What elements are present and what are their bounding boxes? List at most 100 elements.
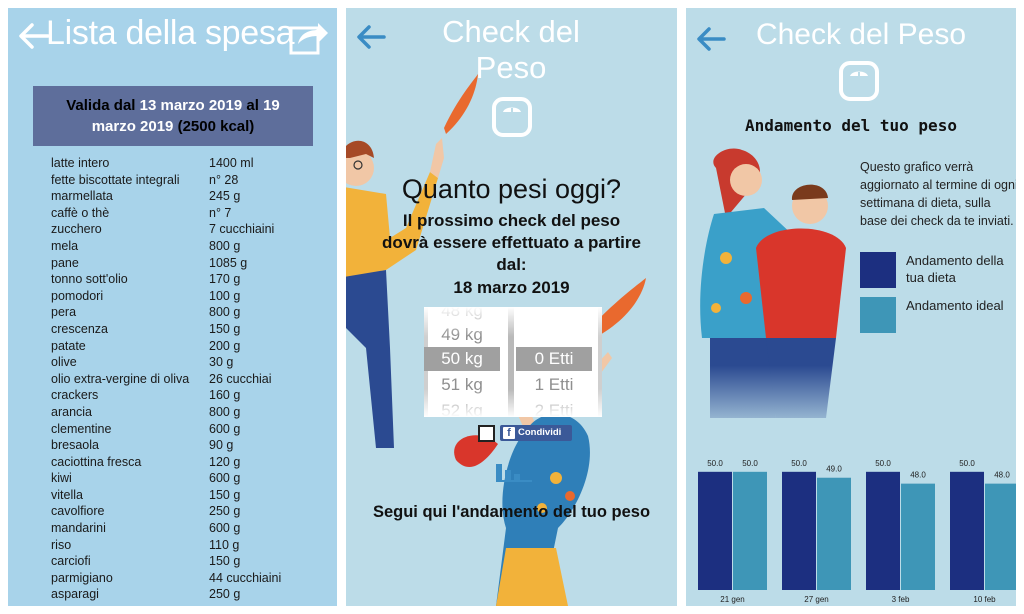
item-quantity: 110 g [209, 537, 240, 552]
item-quantity: 44 cucchiaini [209, 570, 282, 585]
bar-chart-icon[interactable] [496, 456, 532, 482]
item-quantity: 26 cucchiai [209, 371, 272, 386]
item-quantity: 30 g [209, 355, 234, 370]
list-item: zucchero 7 cucchiaini [51, 221, 331, 238]
bar-ideal [733, 471, 767, 590]
facebook-icon: f [503, 427, 515, 439]
item-quantity: 120 g [209, 454, 241, 469]
banner-date-from: 13 marzo 2019 [139, 97, 243, 114]
next-check-text: Il prossimo check del peso dovrà essere … [346, 210, 677, 276]
page-title: Lista della spesa [46, 14, 295, 52]
chart-description: Questo grafico verrà aggiornato al termi… [860, 160, 1016, 228]
legend-label-diet-line1: Andamento della [906, 253, 1004, 268]
item-quantity: 90 g [209, 438, 234, 453]
item-name: crescenza [51, 321, 108, 336]
item-quantity: 600 g [209, 521, 241, 536]
bar-diet [698, 471, 732, 590]
item-name: mela [51, 238, 79, 253]
list-item: olive 30 g [51, 354, 331, 371]
item-quantity: n° 7 [209, 205, 232, 220]
item-name: kiwi [51, 471, 72, 486]
list-item: arancia 800 g [51, 404, 331, 421]
item-quantity: 800 g [209, 404, 241, 419]
item-name: vitella [51, 487, 83, 502]
bar-diet [782, 471, 816, 590]
bar-ideal [901, 483, 935, 590]
item-name: mandarini [51, 521, 106, 536]
weight-check-screen: Check del Peso Quanto pesi oggi? Il pros… [346, 8, 677, 606]
x-tick-label: 3 feb [892, 595, 910, 604]
bar-ideal [817, 477, 851, 590]
next-check-line3: dal: [496, 255, 527, 274]
bar-value-label: 50.0 [875, 459, 891, 468]
back-arrow-icon[interactable] [16, 18, 52, 54]
item-quantity: n° 28 [209, 172, 239, 187]
next-check-date: 18 marzo 2019 [453, 278, 570, 297]
item-quantity: 1400 ml [209, 156, 254, 170]
item-quantity: 800 g [209, 305, 241, 320]
item-name: pera [51, 305, 77, 320]
validity-banner: Valida dal 13 marzo 2019 al 19 marzo 201… [33, 86, 313, 146]
banner-date-to-month: marzo 2019 [91, 118, 174, 135]
back-arrow-icon[interactable] [694, 22, 728, 56]
picker-fade-bottom [424, 389, 602, 417]
list-item: pane 1085 g [51, 255, 331, 272]
item-name: marmellata [51, 189, 113, 204]
share-checkbox[interactable] [478, 425, 495, 442]
page-title: Check del Peso [755, 18, 967, 51]
list-item: crescenza 150 g [51, 321, 331, 338]
item-quantity: 200 g [209, 338, 241, 353]
item-quantity: 100 g [209, 288, 241, 303]
list-item: carciofi 150 g [51, 553, 331, 570]
list-item: asparagi 250 g [51, 586, 331, 603]
list-item: latte intero 1400 ml [51, 155, 331, 172]
item-quantity: 800 g [209, 238, 241, 253]
item-name: clementine [51, 421, 112, 436]
kg-option-selected[interactable]: 50 kg [424, 347, 500, 371]
etti-option-selected[interactable]: 0 Etti [516, 347, 592, 371]
facebook-share-button[interactable]: f Condividi [500, 425, 572, 441]
chart-subtitle: Andamento del tuo peso [745, 116, 957, 135]
item-quantity: 170 g [209, 272, 241, 287]
weight-trend-screen: Check del Peso Andamento del tuo peso Qu… [686, 8, 1016, 606]
item-quantity: 250 g [209, 504, 241, 519]
item-name: crackers [51, 388, 99, 403]
item-name: pane [51, 255, 79, 270]
follow-weight-link[interactable]: Segui qui l'andamento del tuo peso [372, 503, 651, 521]
share-export-icon[interactable] [288, 16, 330, 56]
bar-value-label: 50.0 [742, 459, 758, 468]
page-title-line1: Check del [442, 14, 580, 49]
list-item: tonno sott'olio 170 g [51, 271, 331, 288]
list-item: bresaola 90 g [51, 437, 331, 454]
item-quantity: 600 g [209, 421, 241, 436]
item-name: carciofi [51, 554, 91, 569]
bar-value-label: 50.0 [959, 459, 975, 468]
weight-question: Quanto pesi oggi? [401, 174, 622, 204]
scale-icon [839, 61, 879, 101]
item-name: arancia [51, 404, 92, 419]
scale-icon [492, 97, 532, 137]
item-name: parmigiano [51, 570, 113, 585]
list-item: olio extra-vergine di oliva 26 cucchiai [51, 371, 331, 388]
list-item: crackers 160 g [51, 387, 331, 404]
item-name: fette biscottate integrali [51, 172, 180, 187]
list-item: riso 110 g [51, 537, 331, 554]
item-quantity: 250 g [209, 587, 241, 602]
bar-value-label: 48.0 [910, 471, 926, 480]
bar-diet [950, 471, 984, 590]
shopping-list: latte intero 1400 ml fette biscottate inte… [51, 155, 331, 603]
back-arrow-icon[interactable] [354, 20, 388, 54]
bar-value-label: 50.0 [791, 459, 807, 468]
item-name: cavolfiore [51, 504, 105, 519]
item-name: tonno sott'olio [51, 272, 128, 287]
shopping-list-screen: Lista della spesa Valida dal 13 marzo 20… [8, 8, 337, 606]
bar-value-label: 50.0 [707, 459, 723, 468]
list-item: mela 800 g [51, 238, 331, 255]
x-tick-label: 21 gen [720, 595, 744, 604]
page-title-line2: Peso [475, 50, 547, 85]
banner-date-to-day: 19 [263, 97, 280, 114]
item-quantity: 150 g [209, 321, 241, 336]
x-tick-label: 10 feb [973, 595, 996, 604]
next-check-line2: dovrà essere effettuato a partire [382, 233, 641, 252]
